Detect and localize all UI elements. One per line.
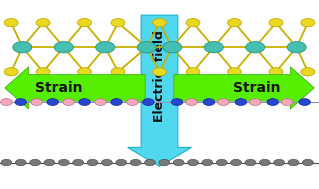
Circle shape <box>287 42 306 53</box>
Circle shape <box>288 159 299 166</box>
Circle shape <box>249 99 261 105</box>
Circle shape <box>63 99 74 105</box>
Circle shape <box>44 159 55 166</box>
Circle shape <box>30 159 41 166</box>
Circle shape <box>15 99 26 105</box>
Text: Strain: Strain <box>35 81 83 95</box>
Circle shape <box>188 159 198 166</box>
Circle shape <box>159 159 170 166</box>
Circle shape <box>145 159 155 166</box>
Circle shape <box>78 68 92 76</box>
Circle shape <box>186 68 200 76</box>
Circle shape <box>137 42 156 53</box>
Circle shape <box>54 42 73 53</box>
Circle shape <box>267 99 278 105</box>
Circle shape <box>127 99 138 105</box>
Circle shape <box>203 99 215 105</box>
Circle shape <box>235 99 247 105</box>
Text: Strain: Strain <box>233 81 280 95</box>
Circle shape <box>218 99 229 105</box>
Circle shape <box>95 99 106 105</box>
Circle shape <box>73 159 84 166</box>
Circle shape <box>79 99 90 105</box>
Circle shape <box>186 19 200 27</box>
Circle shape <box>1 159 12 166</box>
Circle shape <box>299 99 310 105</box>
FancyArrow shape <box>128 15 191 166</box>
Circle shape <box>101 159 112 166</box>
Circle shape <box>269 19 283 27</box>
Circle shape <box>269 68 283 76</box>
Circle shape <box>202 159 213 166</box>
Circle shape <box>302 159 313 166</box>
Circle shape <box>204 42 223 53</box>
Text: Electric  field: Electric field <box>153 30 166 122</box>
Circle shape <box>227 19 241 27</box>
Circle shape <box>281 99 293 105</box>
Circle shape <box>246 42 265 53</box>
FancyArrow shape <box>174 67 314 109</box>
Circle shape <box>245 159 256 166</box>
Circle shape <box>78 19 92 27</box>
Circle shape <box>186 99 197 105</box>
Circle shape <box>47 99 58 105</box>
Circle shape <box>173 159 184 166</box>
Circle shape <box>15 159 26 166</box>
Circle shape <box>231 159 241 166</box>
Circle shape <box>36 19 50 27</box>
Circle shape <box>259 159 270 166</box>
Circle shape <box>130 159 141 166</box>
Circle shape <box>111 99 122 105</box>
Circle shape <box>116 159 127 166</box>
Circle shape <box>87 159 98 166</box>
Circle shape <box>4 19 18 27</box>
Circle shape <box>227 68 241 76</box>
Circle shape <box>96 42 115 53</box>
Circle shape <box>152 19 167 27</box>
Circle shape <box>171 99 183 105</box>
Circle shape <box>274 159 285 166</box>
Circle shape <box>163 42 182 53</box>
Circle shape <box>301 19 315 27</box>
Circle shape <box>31 99 42 105</box>
Circle shape <box>152 68 167 76</box>
Circle shape <box>1 99 12 105</box>
FancyArrow shape <box>5 67 145 109</box>
Circle shape <box>111 68 125 76</box>
Circle shape <box>36 68 50 76</box>
Circle shape <box>111 19 125 27</box>
Circle shape <box>58 159 69 166</box>
Circle shape <box>301 68 315 76</box>
Circle shape <box>216 159 227 166</box>
Circle shape <box>143 99 154 105</box>
Circle shape <box>13 42 32 53</box>
Circle shape <box>4 68 18 76</box>
